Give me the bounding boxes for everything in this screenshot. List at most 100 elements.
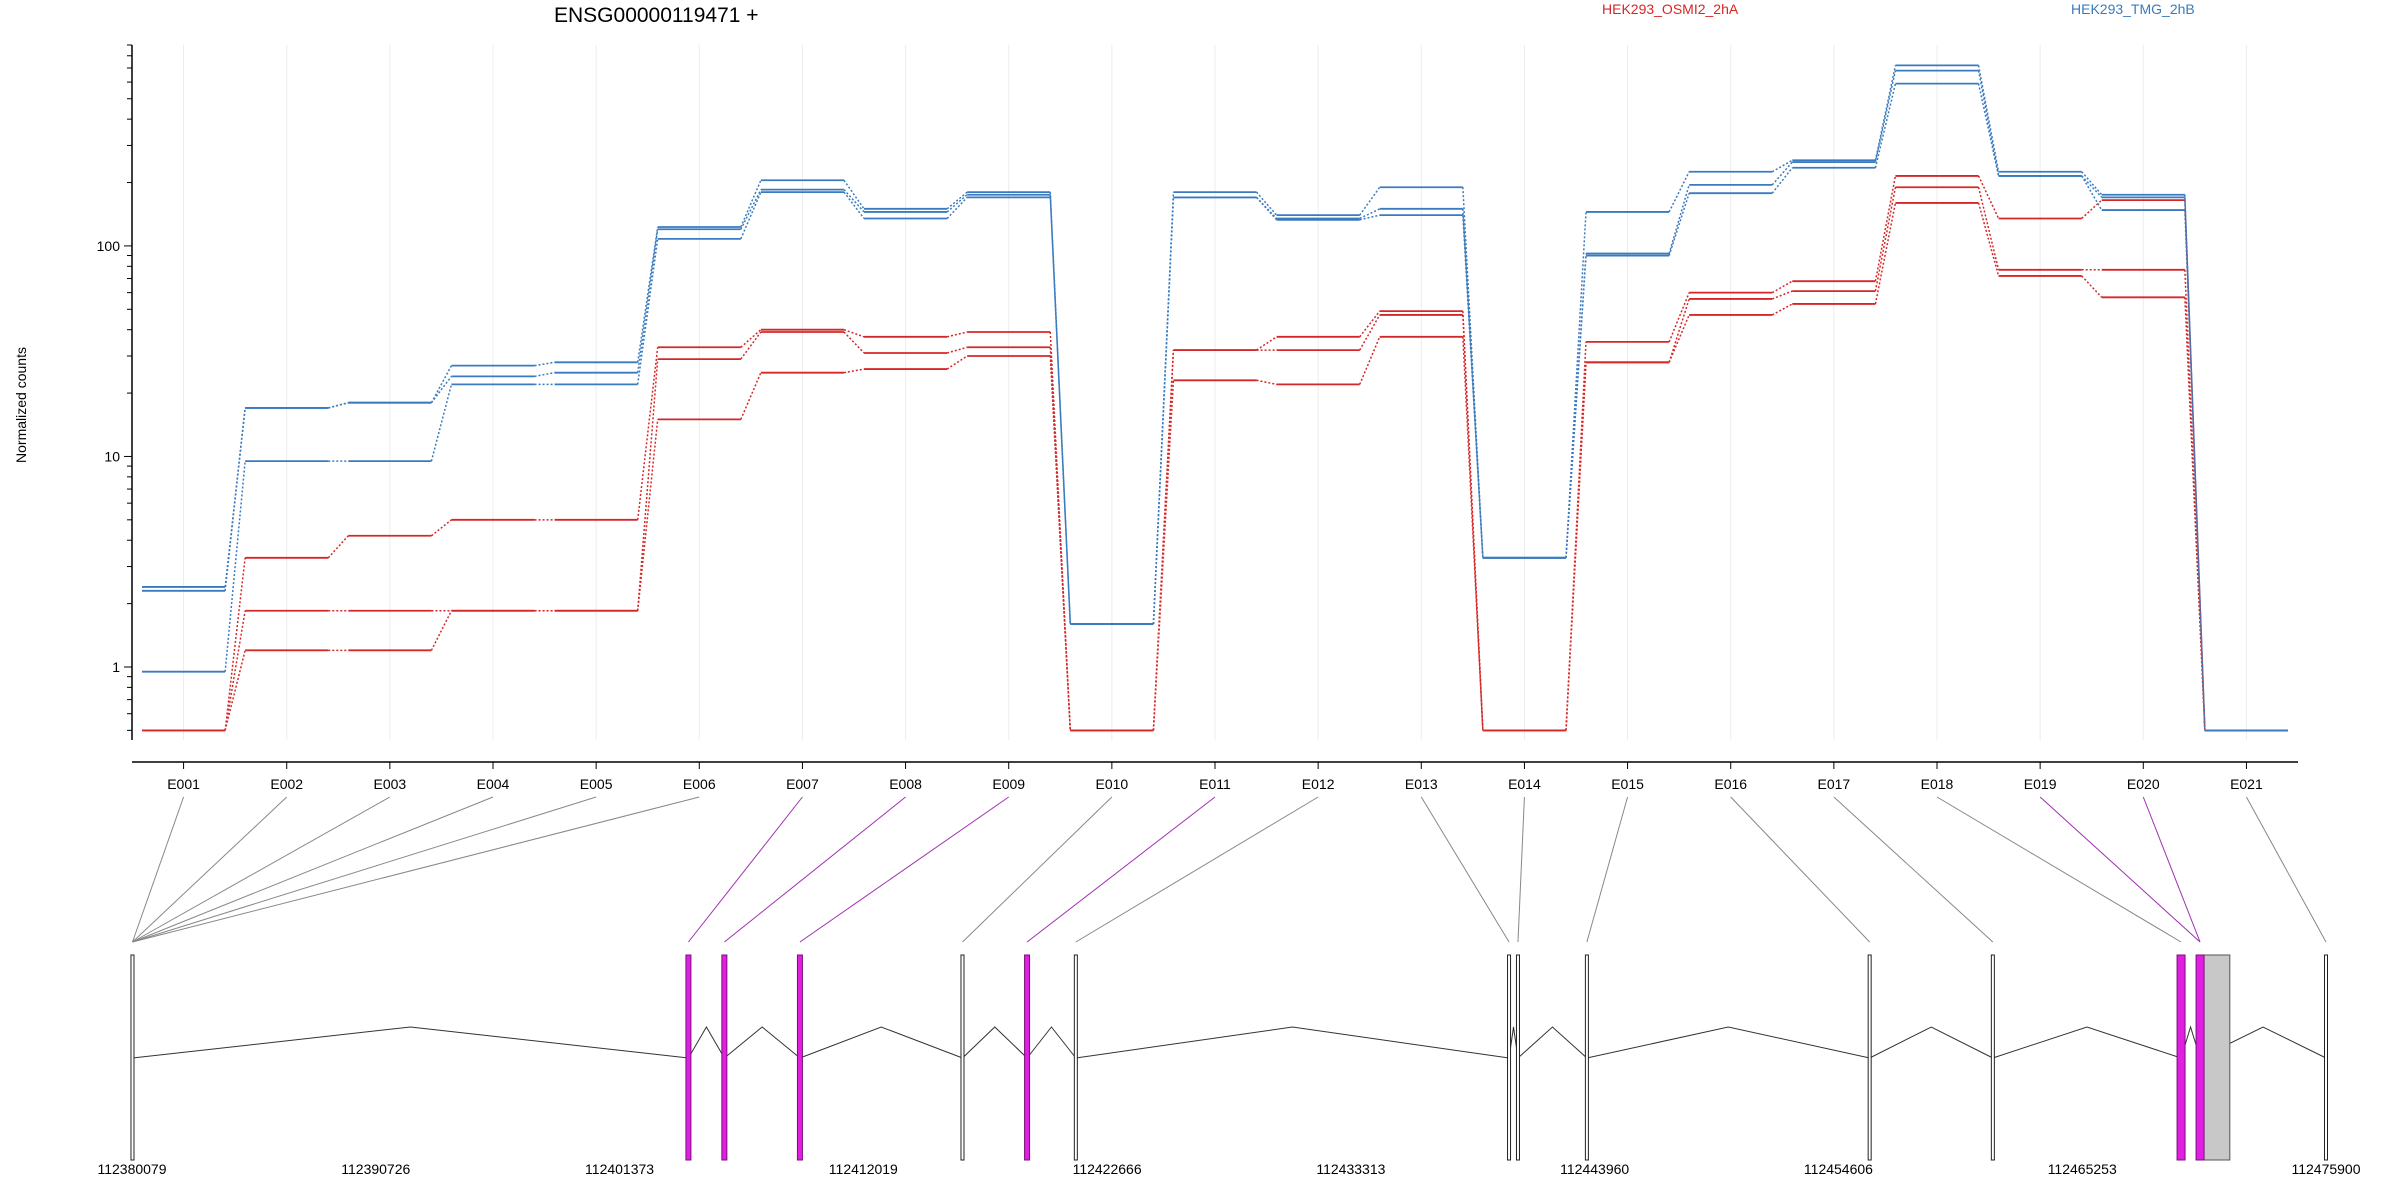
- series-transition: [636, 359, 659, 611]
- series-transition: [534, 371, 555, 378]
- series-transition: [1771, 280, 1793, 294]
- exon: [130, 954, 135, 1161]
- series-transition: [1668, 184, 1690, 254]
- series-transition: [224, 557, 246, 731]
- exon-label: E021: [2230, 776, 2263, 792]
- y-ticks: 1 10 100: [97, 238, 121, 675]
- connector: [2245, 796, 2327, 943]
- series-transition: [946, 331, 968, 338]
- series-transition: [2081, 171, 2103, 196]
- intron: [132, 1026, 689, 1059]
- series-transition: [1977, 65, 2000, 172]
- connector: [1936, 796, 2182, 943]
- exon-label: E019: [2024, 776, 2057, 792]
- coordinate-label: 112475900: [2291, 1161, 2360, 1177]
- series-transition: [843, 189, 865, 213]
- series-transition: [1049, 355, 1072, 731]
- series-transition: [740, 331, 762, 360]
- intron: [1586, 1026, 1870, 1059]
- series-transition: [2184, 210, 2206, 731]
- series-transition: [327, 535, 349, 559]
- series-transition: [740, 372, 762, 420]
- y-axis-label: Normalized counts: [13, 347, 29, 463]
- exon-label: E013: [1405, 776, 1438, 792]
- exon-label: E007: [786, 776, 819, 792]
- exon-label: E008: [889, 776, 922, 792]
- exon: [1990, 954, 1995, 1161]
- series-transition: [1359, 186, 1381, 216]
- series-transition: [2081, 175, 2103, 198]
- exon-highlighted: [721, 954, 728, 1161]
- series-transition: [224, 407, 246, 591]
- series-transition: [430, 384, 453, 462]
- connector: [1517, 796, 1525, 943]
- series-transition: [1772, 290, 1793, 300]
- series-transition: [1152, 380, 1175, 731]
- series-transition: [946, 191, 968, 210]
- exon-label: E002: [270, 776, 303, 792]
- exon-label: E017: [1818, 776, 1851, 792]
- legend-osmi2: HEK293_OSMI2_2hA: [1602, 1, 1739, 17]
- series-transition: [224, 610, 246, 731]
- series-transition: [1256, 379, 1277, 386]
- connector-highlighted: [799, 796, 1009, 943]
- exon-label: E001: [167, 776, 200, 792]
- intron: [687, 1026, 725, 1059]
- exon-label: E010: [1096, 776, 1129, 792]
- series-transition: [636, 347, 659, 520]
- exon: [1867, 954, 1872, 1161]
- connector-highlighted: [688, 796, 803, 943]
- exon-label: E016: [1714, 776, 1747, 792]
- connector-highlighted: [1026, 796, 1216, 943]
- series-transition: [1874, 83, 1897, 168]
- exon-label: E020: [2127, 776, 2160, 792]
- exon-connectors: [132, 796, 2327, 943]
- connector: [132, 796, 597, 943]
- series-transition: [1256, 336, 1277, 351]
- coordinate-label: 112401373: [585, 1161, 654, 1177]
- exon-label: E006: [683, 776, 716, 792]
- series-transition: [2081, 199, 2103, 220]
- connector: [1833, 796, 1994, 943]
- coordinate-label: 112422666: [1073, 1161, 1142, 1177]
- series-transition: [534, 361, 555, 367]
- series-HEK293_OSMI2_2hA: [142, 202, 2288, 732]
- series-transition: [1256, 191, 1278, 216]
- coordinate-label: 112380079: [97, 1161, 166, 1177]
- series-transition: [1977, 202, 2000, 277]
- exon: [1584, 954, 1589, 1161]
- series-transition: [1565, 255, 1587, 558]
- series-transition: [740, 191, 762, 240]
- series-transition: [1359, 314, 1381, 351]
- exon-label: E004: [477, 776, 510, 792]
- series-transition: [1462, 314, 1484, 731]
- series-transition: [1152, 197, 1175, 625]
- exon-label: E018: [1921, 776, 1954, 792]
- series-transition: [1977, 83, 2000, 177]
- chart-title: ENSG00000119471 +: [554, 4, 759, 27]
- y-axis: [124, 44, 133, 740]
- exon-label: E014: [1508, 776, 1541, 792]
- series-transition: [1359, 336, 1381, 385]
- exon-highlighted: [685, 954, 692, 1161]
- genomic-coordinates: 112380079 112390726 112401373 112412019 1124…: [97, 1161, 2360, 1177]
- series-transition: [1668, 298, 1690, 363]
- series-transition: [1049, 197, 1072, 625]
- series-transition: [1565, 211, 1587, 558]
- series-transition: [1152, 350, 1175, 731]
- intron: [1869, 1026, 1994, 1059]
- exon: [960, 954, 965, 1161]
- intron: [1992, 1026, 2182, 1059]
- exon: [2324, 954, 2328, 1161]
- y-tick-label: 100: [97, 238, 121, 254]
- exon-label: E005: [580, 776, 613, 792]
- series-transition: [843, 331, 865, 354]
- legend-tmg: HEK293_TMG_2hB: [2071, 1, 2195, 17]
- series-transition: [1256, 196, 1278, 221]
- series-transition: [1668, 292, 1690, 343]
- series-transition: [328, 401, 349, 409]
- series-transition: [843, 368, 865, 374]
- intron: [1026, 1026, 1077, 1059]
- exon-highlighted: [1024, 954, 1031, 1161]
- exon: [1073, 954, 1078, 1161]
